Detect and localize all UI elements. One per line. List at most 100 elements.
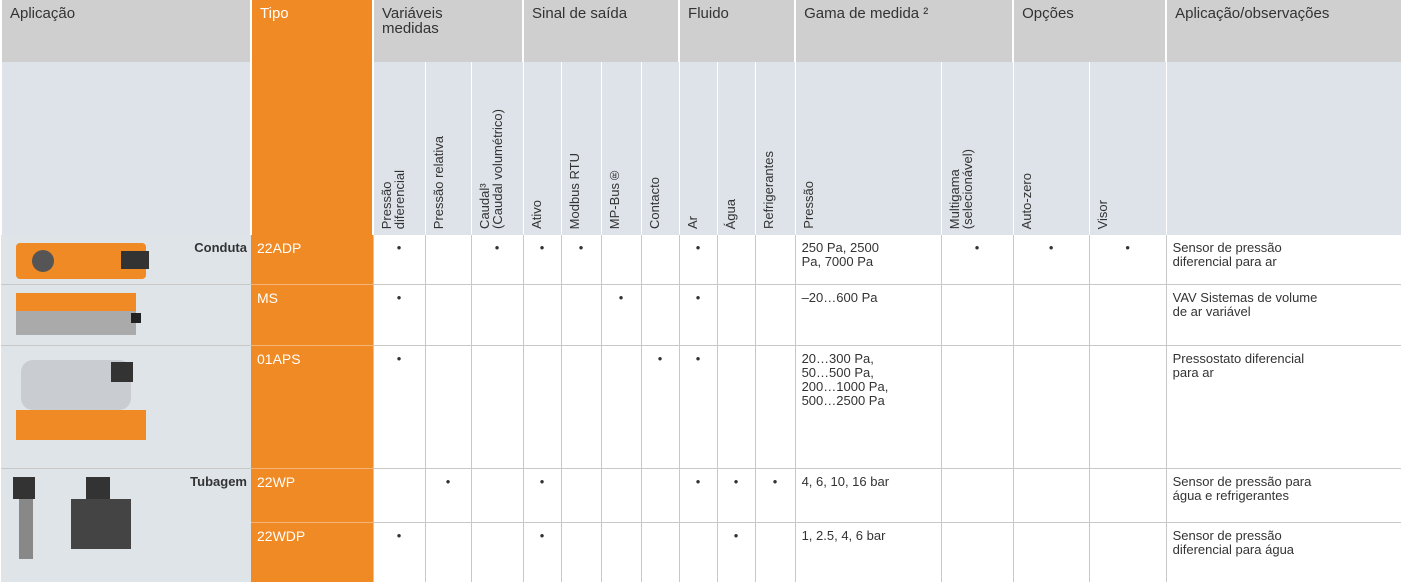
empty-cell: [560, 345, 602, 469]
rotated-label: Refrigerantes: [760, 150, 776, 229]
empty-cell: [560, 522, 602, 582]
bullet-cell: •: [640, 345, 680, 469]
range-cell: 250 Pa, 2500 Pa, 7000 Pa: [794, 235, 942, 285]
bullet-cell: •: [470, 235, 524, 285]
empty-cell: [940, 284, 1014, 346]
column-header: Visor: [1088, 62, 1167, 235]
bullet-cell: •: [678, 284, 718, 346]
header-empty: [0, 62, 251, 235]
application-cell: [1, 284, 251, 346]
rotated-label: Água: [722, 198, 738, 229]
header-cell: Aplicação: [0, 0, 251, 62]
bullet-cell: •: [678, 468, 718, 523]
header-row: Aplicação Tipo Variáveis medidas Sinal de s…: [0, 0, 1401, 235]
empty-cell: [470, 522, 524, 582]
data-row: MS • • • –20…600 Pa VAV Sistemas de volume de…: [1, 284, 1401, 346]
rotated-label: Auto-zero: [1018, 172, 1034, 229]
type-cell: 01APS: [251, 345, 373, 469]
type-cell: 22WDP: [251, 522, 373, 582]
type-cell: MS: [251, 284, 373, 346]
empty-cell: [716, 284, 756, 346]
empty-cell: [754, 522, 796, 582]
bullet-cell: •: [678, 345, 718, 469]
type-cell: 22WP: [251, 468, 373, 523]
column-header: Refrigerantes: [754, 62, 796, 235]
empty-cell: [940, 468, 1014, 523]
empty-cell: [716, 345, 756, 469]
empty-cell: [372, 468, 425, 523]
empty-cell: [470, 284, 524, 346]
empty-cell: [424, 345, 471, 469]
column-header: Contacto: [640, 62, 680, 235]
rotated-label: Caudal³ (Caudal volumétrico): [476, 109, 505, 229]
empty-cell: [600, 345, 642, 469]
bullet-cell: •: [424, 468, 471, 523]
column-header: Ar: [678, 62, 718, 235]
empty-cell: [754, 284, 796, 346]
bullet-cell: •: [678, 235, 718, 285]
column-header: MP-Bus®: [600, 62, 642, 235]
notes-cell: Sensor de pressão diferencial para ar: [1165, 235, 1401, 285]
empty-cell: [640, 522, 680, 582]
bullet-cell: •: [716, 522, 756, 582]
group-header: Sinal de saída: [522, 0, 680, 62]
column-header: Caudal³ (Caudal volumétrico): [470, 62, 524, 235]
column-header: Pressão: [794, 62, 942, 235]
application-cell: [1, 345, 251, 469]
empty-cell: [640, 235, 680, 285]
bullet-cell: •: [940, 235, 1014, 285]
bullet-cell: •: [1012, 235, 1090, 285]
product-image: [16, 292, 141, 335]
empty-cell: [1012, 468, 1090, 523]
empty-cell: [1088, 284, 1167, 346]
bullet-cell: •: [372, 522, 425, 582]
header-cell: Aplicação/observações: [1165, 0, 1401, 62]
empty-cell: [754, 345, 796, 469]
application-label: Conduta: [194, 240, 247, 255]
notes-cell: Sensor de pressão diferencial para água: [1165, 522, 1401, 582]
empty-cell: [1012, 345, 1090, 469]
header-empty: [1165, 62, 1401, 235]
type-cell: 22ADP: [251, 235, 373, 285]
empty-cell: [424, 522, 471, 582]
empty-cell: [424, 284, 471, 346]
column-header: Auto-zero: [1012, 62, 1090, 235]
data-row: 01APS • • • 20…300 Pa, 50…500 Pa, 200…1000 P…: [1, 345, 1401, 469]
empty-cell: [424, 235, 471, 285]
empty-cell: [600, 235, 642, 285]
empty-cell: [640, 468, 680, 523]
bullet-cell: •: [754, 468, 796, 523]
rotated-label: Visor: [1094, 199, 1110, 229]
column-header: Modbus RTU: [560, 62, 602, 235]
column-header: Ativo: [522, 62, 562, 235]
empty-cell: [1088, 468, 1167, 523]
rotated-label: Ativo: [528, 200, 544, 229]
rotated-label: Multigama (selecionável): [946, 148, 975, 229]
range-cell: 20…300 Pa, 50…500 Pa, 200…1000 Pa, 500…2…: [794, 345, 942, 469]
empty-cell: [1012, 522, 1090, 582]
bullet-cell: •: [372, 284, 425, 346]
range-cell: –20…600 Pa: [794, 284, 942, 346]
group-header: Fluido: [678, 0, 796, 62]
bullet-cell: •: [716, 468, 756, 523]
empty-cell: [560, 468, 602, 523]
empty-cell: [600, 468, 642, 523]
column-header: Água: [716, 62, 756, 235]
empty-cell: [1088, 345, 1167, 469]
bullet-cell: •: [600, 284, 642, 346]
rotated-label: Modbus RTU: [566, 152, 582, 229]
bullet-cell: •: [1088, 235, 1167, 285]
subheader-row: Pressão diferencial Pressão relativa Cauda…: [0, 62, 1401, 235]
product-image: [16, 243, 149, 279]
group-header: Opções: [1012, 0, 1167, 62]
table-body: Conduta 22ADP • • • • • 250 Pa, 2500 Pa, 7000 P…: [1, 235, 1401, 582]
notes-cell: Pressostato diferencial para ar: [1165, 345, 1401, 469]
rotated-label: Contacto: [646, 176, 662, 229]
column-header: Multigama (selecionável): [940, 62, 1014, 235]
empty-cell: [640, 284, 680, 346]
empty-cell: [716, 235, 756, 285]
bullet-cell: •: [372, 345, 425, 469]
empty-cell: [940, 522, 1014, 582]
